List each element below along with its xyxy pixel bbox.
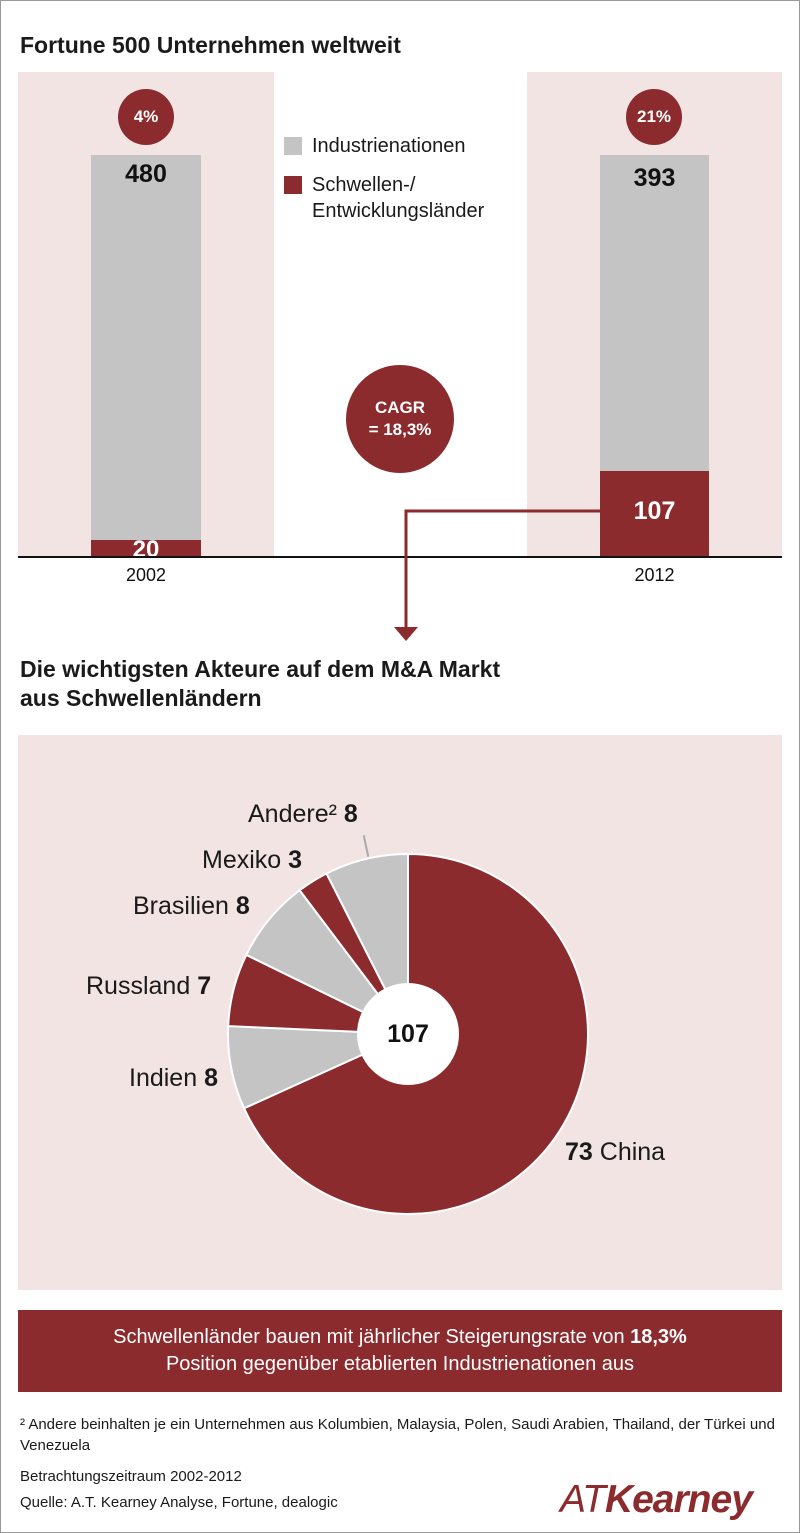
legend-swatch-grey [284,137,302,155]
legend-label-emerging-line2: Entwicklungsländer [312,200,485,222]
value-label-2012-industrial: 393 [633,164,676,192]
pie-label-brasilien-name: Brasilien [133,892,229,920]
bar-2002-industrial [91,155,201,540]
pie-label-andere: Andere² 8 [248,800,358,829]
pie-label-mexiko-name: Mexiko [202,846,282,874]
x-tick-label-2002: 2002 [125,565,167,585]
footnote-period: Betrachtungszeitraum 2002-2012 [20,1468,242,1485]
cagr-badge: CAGR = 18,3% [346,365,454,473]
pie-label-china-value: 73 [565,1138,593,1166]
cagr-line2: = 18,3% [368,420,432,439]
pie-label-indien: Indien 8 [129,1064,218,1093]
pie-label-mexiko: Mexiko 3 [202,846,302,875]
pie-label-andere-name: Andere² [248,800,337,828]
donut-chart [227,852,589,1215]
bottom-title-line1: Die wichtigsten Akteure auf dem M&A Mark… [20,656,501,682]
legend-label-industrial: Industrienationen [312,135,466,157]
banner-line1: Schwellenländer bauen mit jährlicher Ste… [113,1324,687,1351]
bar-2012-industrial [600,155,709,471]
pie-label-brasilien-value: 8 [235,892,250,920]
value-label-2002-industrial: 480 [125,160,167,188]
pie-label-brasilien: Brasilien 8 [133,892,250,921]
bar-2002-emerging [91,540,201,556]
pie-label-indien-name: Indien [129,1064,198,1092]
conclusion-banner: Schwellenländer bauen mit jährlicher Ste… [18,1310,782,1392]
legend-item-industrial: Industrienationen [284,133,465,159]
legend-item-emerging: Schwellen-/ Entwicklungsländer [284,172,484,224]
bottom-title-line2: aus Schwellenländern [20,685,262,711]
x-axis-baseline [18,556,782,558]
x-tick-label-2012: 2012 [634,565,675,585]
logo-name: Kearney [604,1478,753,1521]
footnote-source: Quelle: A.T. Kearney Analyse, Fortune, d… [20,1494,338,1511]
banner-line1-text: Schwellenländer bauen mit jährlicher Ste… [113,1326,631,1348]
pie-label-andere-value: 8 [343,800,358,828]
share-badge-2012: 21% [626,89,682,145]
pie-label-russland-value: 7 [197,972,212,1000]
bar-2012-emerging [600,471,709,556]
footnote-andere: ² Andere beinhalten je ein Unternehmen a… [20,1416,775,1454]
pie-label-china: 73 China [565,1138,665,1167]
donut-center-total: 107 [387,1020,429,1048]
cagr-line1: CAGR [374,398,426,417]
logo-at: AT [560,1478,606,1521]
pie-label-indien-value: 8 [204,1064,218,1092]
value-label-2002-emerging: 20 [132,536,160,563]
donut-hole [357,983,459,1085]
legend-label-emerging-line1: Schwellen-/ [312,174,416,196]
share-badge-2002: 4% [118,89,174,145]
pie-label-china-name: China [599,1138,666,1166]
banner-line2: Position gegenüber etablierten Industrie… [165,1353,635,1375]
value-label-2012-emerging: 107 [633,497,676,525]
legend-swatch-red [284,176,302,194]
connector-arrow [394,509,600,641]
atkearney-logo: ATKearney [560,1478,753,1522]
bottom-chart-title: Die wichtigsten Akteure auf dem M&A Mark… [20,655,500,713]
top-chart-title: Fortune 500 Unternehmen weltweit [20,32,401,58]
pie-label-russland-name: Russland [86,972,191,1000]
pie-label-russland: Russland 7 [86,972,211,1001]
pie-label-mexiko-value: 3 [288,846,303,874]
banner-line1-bold: 18,3% [630,1326,687,1348]
